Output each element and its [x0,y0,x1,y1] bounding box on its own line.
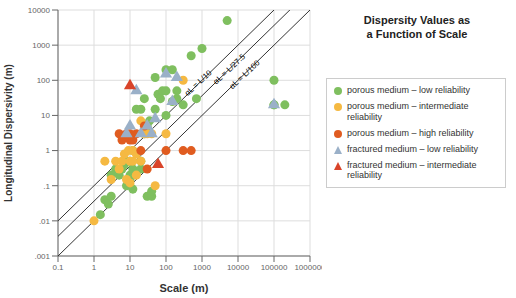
svg-text:10: 10 [126,263,135,272]
svg-text:1000000: 1000000 [294,263,322,272]
html-text:porous medium – high reliabili: porous medium – high reliability [347,127,474,138]
html-text:porous medium – low reliabilit: porous medium – low reliability [347,85,471,95]
html-text:fractured medium – low reliabi: fractured medium – low reliability [347,143,479,154]
svg-text:.001: .001 [34,252,50,261]
svg-text:1: 1 [92,263,97,272]
svg-text:0.1: 0.1 [52,263,64,272]
html-text:fractured medium – intermediat: fractured medium – intermediate reliabil… [347,159,477,181]
html-text:Dispersity Values as a Functio: Dispersity Values as a Function of Scale [363,14,471,40]
svg-text:1000: 1000 [193,263,211,272]
html-text:porous medium – intermediate r: porous medium – intermediate reliability [347,101,469,122]
svg-text:.01: .01 [39,217,51,226]
svg-text:10000: 10000 [28,6,51,15]
svg-text:αL = L/100: αL = L/100 [228,58,262,91]
svg-text:.1: .1 [43,182,50,191]
svg-text:10: 10 [41,111,50,120]
svg-text:αL = L/27.5: αL = L/27.5 [211,52,247,87]
svg-text:100: 100 [37,76,51,85]
svg-text:1000: 1000 [32,41,50,50]
svg-text:Longitudinal Dispersivity (m): Longitudinal Dispersivity (m) [8,64,14,202]
svg-text:10000: 10000 [227,263,250,272]
svg-text:Scale (m): Scale (m) [160,282,209,294]
svg-text:100: 100 [159,263,173,272]
svg-text:αL = L/10: αL = L/10 [183,68,214,98]
svg-text:100000: 100000 [261,263,288,272]
svg-text:1: 1 [46,146,51,155]
